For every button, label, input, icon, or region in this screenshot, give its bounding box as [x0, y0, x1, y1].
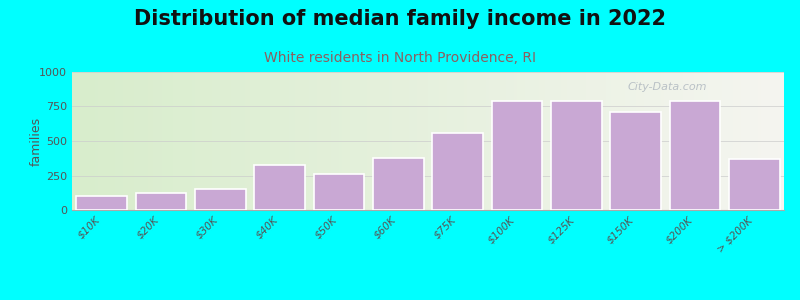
Bar: [551, 101, 602, 210]
Bar: [433, 133, 483, 210]
Text: White residents in North Providence, RI: White residents in North Providence, RI: [264, 51, 536, 65]
Bar: [373, 158, 423, 210]
Bar: [77, 196, 127, 210]
Bar: [492, 101, 542, 210]
Y-axis label: families: families: [30, 116, 43, 166]
Bar: [670, 101, 720, 210]
Bar: [729, 159, 779, 210]
Bar: [136, 193, 186, 210]
Bar: [610, 112, 661, 210]
Text: City-Data.com: City-Data.com: [627, 82, 707, 92]
Bar: [314, 174, 364, 210]
Bar: [195, 189, 246, 210]
Bar: [254, 165, 305, 210]
Text: Distribution of median family income in 2022: Distribution of median family income in …: [134, 9, 666, 29]
